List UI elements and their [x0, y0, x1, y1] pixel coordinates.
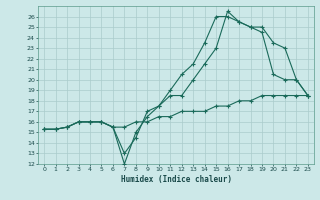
X-axis label: Humidex (Indice chaleur): Humidex (Indice chaleur): [121, 175, 231, 184]
